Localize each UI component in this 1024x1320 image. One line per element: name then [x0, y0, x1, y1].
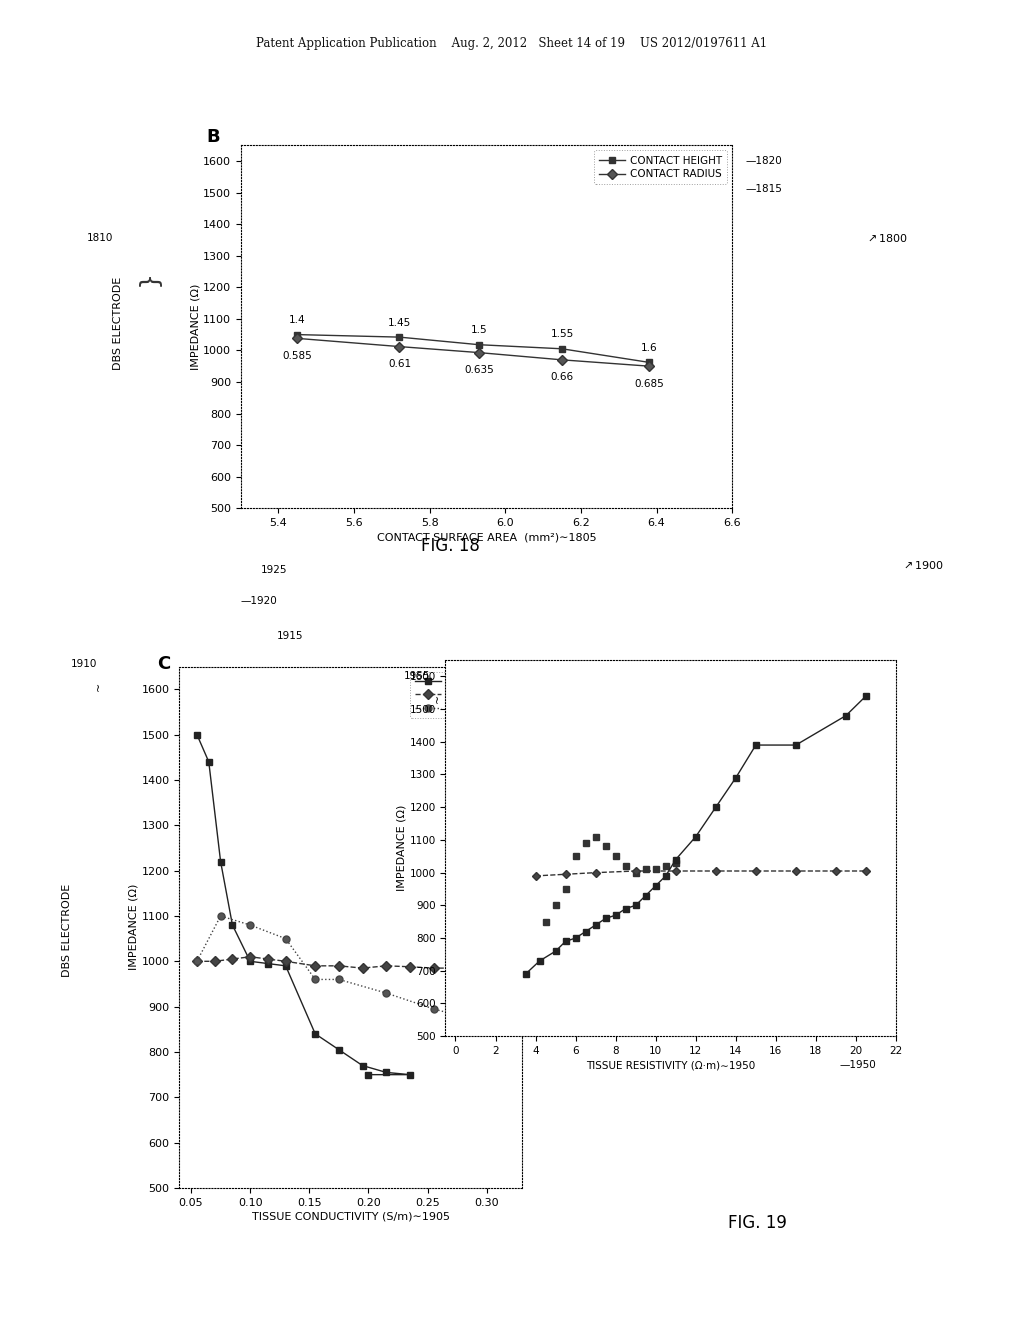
- CONTACT: [333, 1041, 345, 1057]
- Text: —1920: —1920: [241, 595, 278, 606]
- Line: IPG: IPG: [194, 953, 497, 972]
- Text: $\nearrow$1900: $\nearrow$1900: [901, 558, 944, 572]
- Text: 1.5: 1.5: [470, 325, 487, 335]
- CONTACT RADIUS: [393, 339, 406, 355]
- CONTACT: [403, 1067, 416, 1082]
- CONTACT: [203, 754, 215, 770]
- Text: 0.61: 0.61: [388, 359, 411, 370]
- IPG: [356, 960, 369, 975]
- BULK TISSUE: [427, 1001, 439, 1016]
- CONTACT: [362, 1067, 375, 1082]
- Text: {: {: [134, 276, 158, 292]
- BULK TISSUE: [333, 972, 345, 987]
- CONTACT HEIGHT: [643, 355, 655, 371]
- BULK TISSUE: [486, 1016, 499, 1032]
- Legend: CONTACT, IPG, BULK TISSUE: CONTACT, IPG, BULK TISSUE: [410, 672, 517, 718]
- IPG: [190, 953, 203, 969]
- Text: 1810: 1810: [87, 232, 114, 243]
- Text: ~: ~: [94, 681, 104, 692]
- CONTACT: [244, 953, 256, 969]
- IPG: [209, 953, 221, 969]
- Text: ~: ~: [433, 693, 443, 704]
- BULK TISSUE: [244, 917, 256, 933]
- Line: CONTACT: CONTACT: [194, 731, 414, 1078]
- Text: 0.66: 0.66: [551, 372, 573, 383]
- IPG: [280, 953, 292, 969]
- Y-axis label: IMPEDANCE (Ω): IMPEDANCE (Ω): [396, 805, 407, 891]
- Text: 0.585: 0.585: [283, 351, 312, 360]
- Text: 1925: 1925: [261, 565, 288, 576]
- BULK TISSUE: [380, 985, 392, 1001]
- Text: Patent Application Publication    Aug. 2, 2012   Sheet 14 of 19    US 2012/01976: Patent Application Publication Aug. 2, 2…: [256, 37, 768, 50]
- IPG: [457, 960, 469, 975]
- IPG: [309, 958, 322, 974]
- Text: DBS ELECTRODE: DBS ELECTRODE: [113, 277, 123, 370]
- CONTACT RADIUS: [556, 352, 568, 368]
- CONTACT RADIUS: [643, 358, 655, 374]
- Text: C: C: [158, 655, 170, 673]
- X-axis label: TISSUE CONDUCTIVITY (S/m)∼1905: TISSUE CONDUCTIVITY (S/m)∼1905: [252, 1212, 450, 1222]
- X-axis label: TISSUE RESISTIVITY (Ω·m)∼1950: TISSUE RESISTIVITY (Ω·m)∼1950: [586, 1060, 756, 1071]
- CONTACT: [190, 727, 203, 743]
- Y-axis label: IMPEDANCE (Ω): IMPEDANCE (Ω): [129, 884, 138, 970]
- CONTACT: [226, 917, 239, 933]
- Text: 1.6: 1.6: [641, 343, 657, 352]
- Text: 1955: 1955: [403, 671, 430, 681]
- BULK TISSUE: [214, 908, 226, 924]
- Text: B: B: [206, 128, 220, 147]
- Text: 1.4: 1.4: [289, 315, 306, 325]
- Line: CONTACT HEIGHT: CONTACT HEIGHT: [294, 331, 652, 366]
- Text: 0.685: 0.685: [634, 379, 664, 389]
- IPG: [486, 960, 499, 975]
- X-axis label: CONTACT SURFACE AREA  (mm²)∼1805: CONTACT SURFACE AREA (mm²)∼1805: [377, 532, 596, 543]
- CONTACT: [356, 1057, 369, 1073]
- Text: —1815: —1815: [745, 183, 782, 194]
- IPG: [244, 949, 256, 965]
- Text: —1820: —1820: [745, 156, 782, 166]
- CONTACT: [280, 958, 292, 974]
- CONTACT HEIGHT: [393, 329, 406, 345]
- BULK TISSUE: [190, 953, 203, 969]
- CONTACT: [214, 854, 226, 870]
- Text: —1950: —1950: [840, 1060, 877, 1071]
- IPG: [226, 952, 239, 968]
- CONTACT RADIUS: [473, 345, 485, 360]
- CONTACT: [380, 1064, 392, 1080]
- CONTACT HEIGHT: [556, 341, 568, 356]
- IPG: [427, 960, 439, 975]
- BULK TISSUE: [309, 972, 322, 987]
- CONTACT: [262, 956, 274, 972]
- IPG: [262, 952, 274, 968]
- Line: BULK TISSUE: BULK TISSUE: [194, 912, 497, 1028]
- Y-axis label: IMPEDANCE (Ω): IMPEDANCE (Ω): [190, 284, 200, 370]
- IPG: [333, 958, 345, 974]
- IPG: [380, 958, 392, 974]
- BULK TISSUE: [280, 931, 292, 946]
- Text: 1.55: 1.55: [550, 329, 573, 339]
- IPG: [403, 958, 416, 974]
- Text: 1.45: 1.45: [388, 318, 411, 327]
- Text: 0.635: 0.635: [464, 366, 494, 375]
- Text: FIG. 19: FIG. 19: [728, 1214, 787, 1233]
- Text: 1910: 1910: [71, 659, 97, 669]
- Legend: CONTACT HEIGHT, CONTACT RADIUS: CONTACT HEIGHT, CONTACT RADIUS: [594, 150, 727, 185]
- Text: DBS ELECTRODE: DBS ELECTRODE: [61, 884, 72, 977]
- CONTACT HEIGHT: [291, 326, 303, 342]
- Text: 1915: 1915: [276, 631, 303, 642]
- Text: $\nearrow$1800: $\nearrow$1800: [865, 231, 908, 244]
- Text: FIG. 18: FIG. 18: [421, 537, 480, 556]
- CONTACT: [309, 1026, 322, 1041]
- CONTACT RADIUS: [291, 330, 303, 346]
- CONTACT HEIGHT: [473, 337, 485, 352]
- Line: CONTACT RADIUS: CONTACT RADIUS: [294, 335, 652, 370]
